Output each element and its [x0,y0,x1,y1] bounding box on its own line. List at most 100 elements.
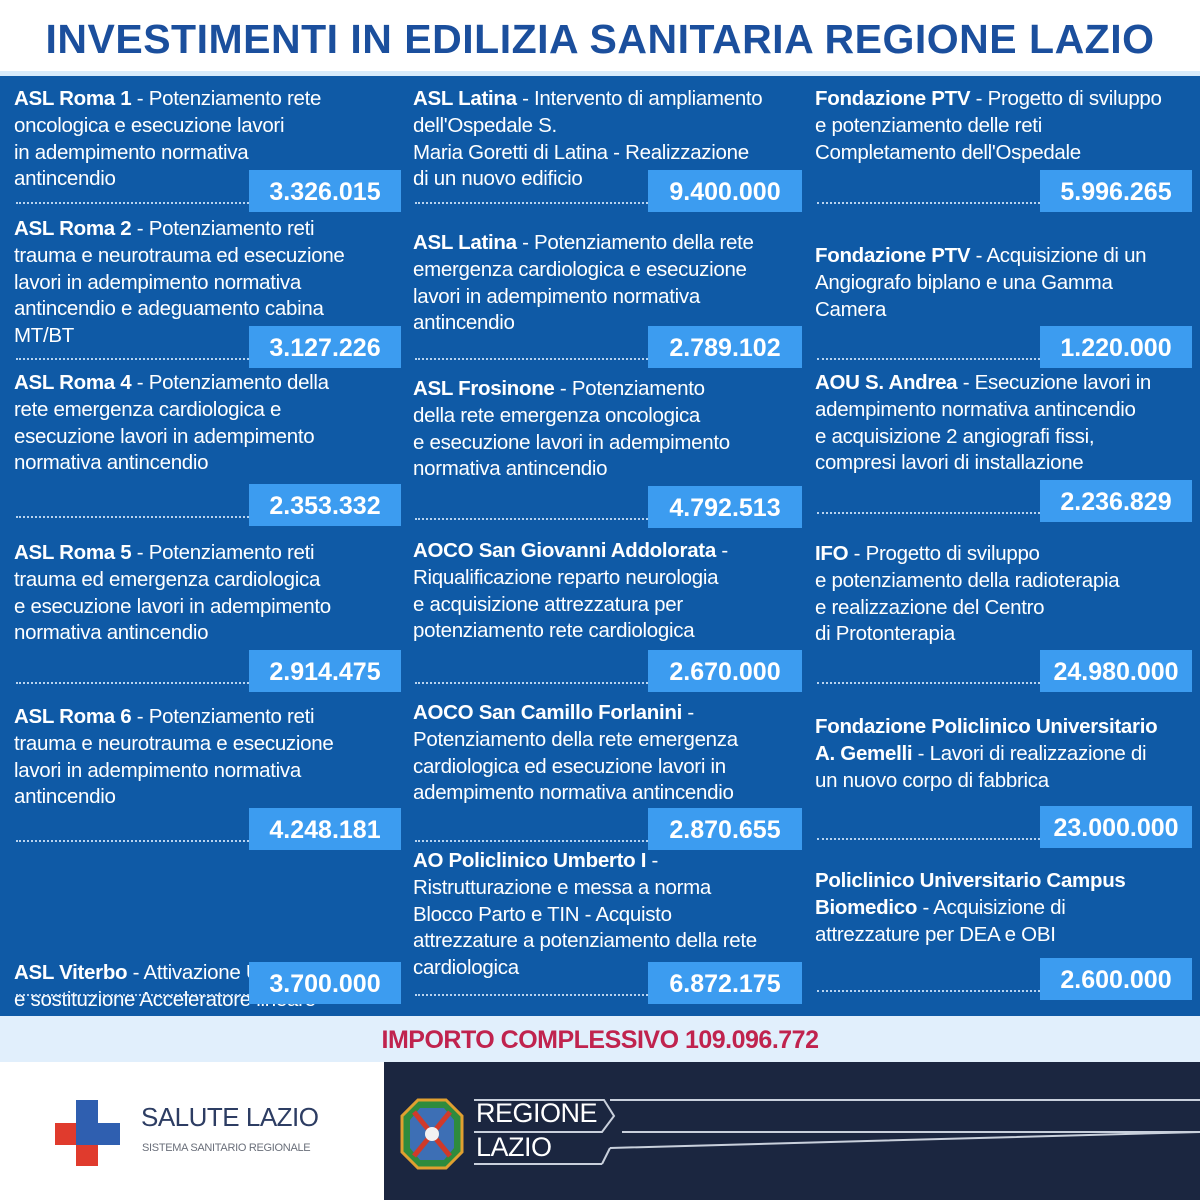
organization-name: ASL Roma 4 [14,371,132,394]
card-description: ASL Roma 1 - Potenziamento rete oncologi… [14,87,322,191]
project-description: Potenziamento reti trauma e neurotrauma … [14,217,345,348]
amount-badge: 4.792.513 [648,486,802,528]
dotted-leader [817,990,1040,992]
project-description: Intervento di ampliamento dell'Ospedale … [413,87,763,191]
amount-badge: 23.000.000 [1040,806,1192,848]
investment-card: ASL Roma 4 - Potenziamento della rete em… [14,370,401,526]
organization-name: ASL Roma 6 [14,705,132,728]
project-description: Lavori di realizzazione di un nuovo corp… [815,741,1147,792]
investment-card: ASL Roma 2 - Potenziamento reti trauma e… [14,216,401,368]
dotted-leader [415,994,648,996]
dotted-leader [16,202,249,204]
amount-badge: 2.600.000 [1040,958,1192,1000]
investment-card: ASL Roma 5 - Potenziamento reti trauma e… [14,540,401,692]
card-description: ASL Latina - Intervento di ampliamento d… [413,87,763,191]
amount-badge: 6.872.175 [648,962,802,1004]
amount-badge: 3.700.000 [249,962,401,1004]
amount-badge: 2.236.829 [1040,480,1192,522]
organization-name: AO Policlinico Umberto I [413,849,647,872]
amount-badge: 24.980.000 [1040,650,1192,692]
organization-name: ASL Latina [413,87,517,110]
investment-card: Fondazione PTV - Progetto di sviluppo e … [815,86,1192,212]
project-description: Potenziamento della rete emergenza cardi… [413,231,754,335]
card-description: AOU S. Andrea - Esecuzione lavori in ade… [815,371,1151,475]
project-description: Progetto di sviluppo e potenziamento del… [815,542,1120,646]
lazio-text: LAZIO [476,1132,552,1162]
amount-badge: 4.248.181 [249,808,401,850]
organization-name: ASL Latina [413,231,517,254]
dotted-leader [16,358,249,360]
dotted-leader [415,518,648,520]
investment-card: IFO - Progetto di sviluppo e potenziamen… [815,541,1192,692]
organization-name: ASL Roma 5 [14,541,132,564]
project-description: Acquisizione di un Angiografo biplano e … [815,244,1147,321]
card-description: AO Policlinico Umberto I - Ristrutturazi… [413,849,757,980]
amount-badge: 3.326.015 [249,170,401,212]
dotted-leader [16,516,249,518]
regione-lazio-emblem-icon [400,1098,464,1170]
investments-grid: ASL Roma 1 - Potenziamento rete oncologi… [0,76,1200,1016]
regione-lazio-logo: REGIONE LAZIO [384,1062,1200,1200]
dotted-leader [415,202,648,204]
dotted-leader [817,838,1040,840]
organization-name: ASL Frosinone [413,377,555,400]
investment-card: AOCO San Giovanni Addolorata - Riqualifi… [413,538,802,692]
investment-card: AOU S. Andrea - Esecuzione lavori in ade… [815,370,1192,522]
amount-badge: 2.914.475 [249,650,401,692]
header: INVESTIMENTI IN EDILIZIA SANITARIA REGIO… [0,0,1200,76]
project-description: Potenziamento reti trauma e neurotrauma … [14,705,334,809]
organization-name: Fondazione PTV [815,87,971,110]
organization-name: Fondazione Policlinico Universitario A. … [815,715,1158,765]
card-description: Fondazione Policlinico Universitario A. … [815,715,1158,792]
project-description: Potenziamento della rete emergenza cardi… [14,371,329,475]
investment-card: AOCO San Camillo Forlanini - Potenziamen… [413,700,802,850]
card-description: Policlinico Universitario Campus Biomedi… [815,869,1126,946]
project-description: Ristrutturazione e messa a norma Blocco … [413,875,757,980]
organization-name: ASL Roma 1 [14,87,132,110]
project-description: Esecuzione lavori in adempimento normati… [815,371,1151,475]
card-description: ASL Roma 5 - Potenziamento reti trauma e… [14,541,331,645]
dotted-leader [16,840,249,842]
dotted-leader [415,840,648,842]
organization-name: Policlinico Universitario Campus Biomedi… [815,869,1126,919]
dotted-leader [817,512,1040,514]
organization-name: AOCO San Camillo Forlanini [413,701,682,724]
project-description: Progetto di sviluppo e potenziamento del… [815,87,1162,164]
amount-badge: 3.127.226 [249,326,401,368]
investment-card: Policlinico Universitario Campus Biomedi… [815,868,1192,1000]
investment-card: ASL Viterbo - Attivazione UTN e sostituz… [14,894,401,1011]
investment-card: Fondazione Policlinico Universitario A. … [815,714,1192,848]
investment-card: ASL Latina - Intervento di ampliamento d… [413,86,802,212]
organization-name: AOU S. Andrea [815,371,958,394]
project-description: Acquisizione di attrezzature per DEA e O… [815,895,1066,946]
amount-badge: 2.789.102 [648,326,802,368]
card-description: ASL Roma 4 - Potenziamento della rete em… [14,371,329,475]
investment-card: ASL Roma 1 - Potenziamento rete oncologi… [14,86,401,212]
amount-badge: 2.870.655 [648,808,802,850]
card-description: ASL Frosinone - Potenziamento della rete… [413,377,730,481]
organization-name: AOCO San Giovanni Addolorata [413,539,716,562]
card-description: AOCO San Camillo Forlanini - Potenziamen… [413,701,738,805]
project-description: Potenziamento reti trauma ed emergenza c… [14,541,331,645]
project-description: Potenziamento della rete emergenza oncol… [413,377,730,481]
investment-card: ASL Roma 6 - Potenziamento reti trauma e… [14,704,401,850]
amount-badge: 1.220.000 [1040,326,1192,368]
investment-card: ASL Frosinone - Potenziamento della rete… [413,376,802,528]
investment-card: ASL Latina - Potenziamento della rete em… [413,230,802,368]
decorative-lines [474,1099,1200,1165]
organization-name: IFO [815,542,849,565]
dotted-leader [817,358,1040,360]
card-description: ASL Latina - Potenziamento della rete em… [413,231,754,335]
dotted-leader [415,682,648,684]
investment-card: AO Policlinico Umberto I - Ristrutturazi… [413,848,802,1004]
page-title: INVESTIMENTI IN EDILIZIA SANITARIA REGIO… [45,16,1155,62]
card-description: IFO - Progetto di sviluppo e potenziamen… [815,542,1120,646]
investment-card: Fondazione PTV - Acquisizione di un Angi… [815,243,1192,368]
card-description: Fondazione PTV - Progetto di sviluppo e … [815,87,1162,164]
salute-lazio-title: SALUTE LAZIO [141,1102,319,1132]
salute-lazio-subtitle: SISTEMA SANITARIO REGIONALE [142,1142,311,1154]
salute-lazio-logo: SALUTE LAZIO SISTEMA SANITARIO REGIONALE [0,1062,384,1200]
project-description: Potenziamento della rete emergenza cardi… [413,727,738,805]
project-description: Potenziamento rete oncologica e esecuzio… [14,87,322,191]
regione-text: REGIONE [476,1098,598,1128]
